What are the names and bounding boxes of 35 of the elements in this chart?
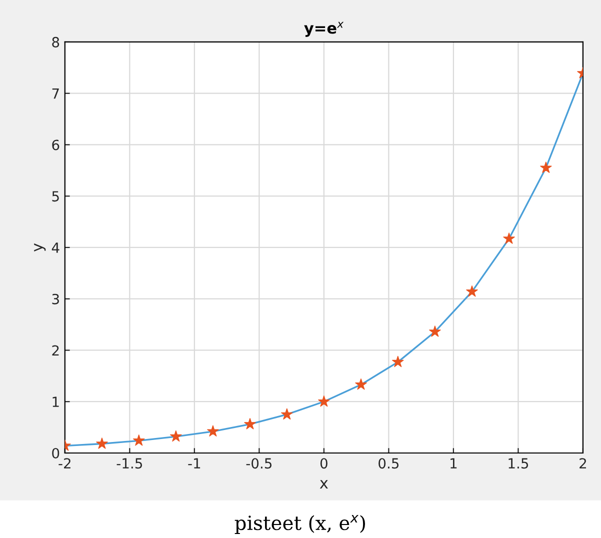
point [503, 232, 515, 244]
y-tick-label: 7 [52, 88, 59, 99]
point [318, 395, 330, 407]
y-tick-label: 3 [52, 294, 59, 304]
x-tick-label: 1.5 [508, 458, 528, 469]
x-tick-label: -1.5 [116, 458, 142, 469]
x-tick-label: 1 [450, 458, 457, 468]
x-tick-label: -1 [188, 458, 200, 468]
point [281, 408, 293, 420]
point [170, 430, 182, 442]
point [540, 162, 552, 173]
chart-title: y=e$^{x}$ [304, 22, 344, 37]
x-tick-label: 2 [580, 458, 586, 468]
point [392, 356, 404, 368]
x-tick-label: -0.5 [246, 458, 272, 469]
x-axis-title: x [320, 480, 328, 488]
y-tick-label: 1 [52, 396, 59, 407]
y-tick-label: 4 [52, 242, 60, 253]
point [96, 438, 108, 449]
y-tick-label: 5 [52, 191, 59, 202]
y-tick-label: 2 [52, 345, 59, 356]
x-tick-label: -2 [58, 458, 70, 468]
text: pisteet (x, e$^{x}$) [234, 515, 365, 534]
point [132, 434, 145, 446]
point [355, 378, 367, 390]
point [429, 326, 441, 337]
x-tick-label: 0 [320, 458, 328, 469]
point [244, 418, 256, 430]
y-axis-title: y [34, 243, 46, 252]
point [207, 425, 219, 436]
y-tick-label: 0 [52, 448, 60, 458]
x-tick-label: 0.5 [378, 458, 399, 469]
point [466, 286, 478, 297]
y-tick-label: 6 [52, 140, 60, 150]
y-tick-label: 8 [52, 36, 60, 48]
